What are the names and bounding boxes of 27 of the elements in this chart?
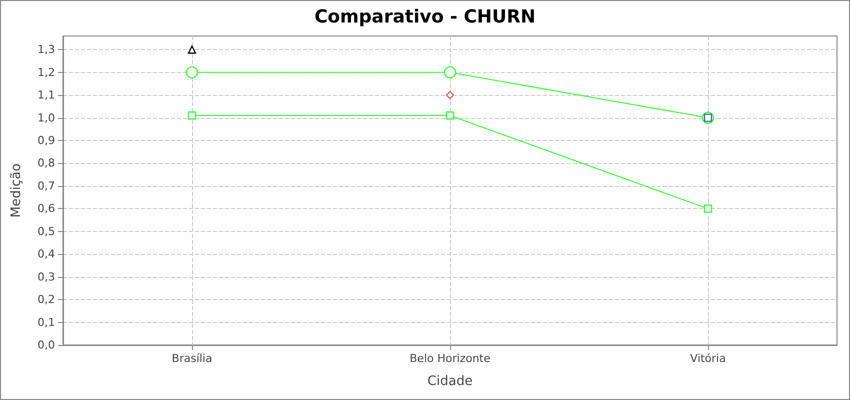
x-tick-label: Vitória <box>690 352 726 365</box>
y-tick-label: 0,8 <box>38 156 55 170</box>
y-tick-label: 1,2 <box>38 66 55 79</box>
point <box>446 111 454 120</box>
y-tick-label: 0,3 <box>38 270 55 284</box>
y-tick-label: 0,9 <box>38 134 55 148</box>
y-tick-label: 0,2 <box>38 293 55 306</box>
y-axis-title: Medição <box>9 163 24 218</box>
x-axis-title: Cidade <box>427 374 473 389</box>
point <box>704 204 712 213</box>
x-tick-label: Brasília <box>172 352 212 365</box>
point <box>188 46 196 54</box>
y-tick-label: 1,0 <box>38 111 55 124</box>
y-tick-label: 1,1 <box>38 88 55 102</box>
y-tick-label: 0,0 <box>38 338 55 352</box>
point <box>446 90 454 100</box>
x-tick-label: Belo Horizonte <box>410 352 491 365</box>
y-tick-label: 0,7 <box>38 179 55 192</box>
point <box>444 66 456 78</box>
y-tick-label: 0,5 <box>38 224 55 238</box>
point <box>188 111 196 120</box>
chart-title: Comparativo - CHURN <box>314 6 536 28</box>
y-tick-label: 0,1 <box>38 316 55 329</box>
y-tick-label: 1,3 <box>38 43 55 56</box>
y-tick-label: 0,6 <box>38 202 55 216</box>
point <box>186 66 198 78</box>
y-tick-label: 0,4 <box>38 248 55 261</box>
